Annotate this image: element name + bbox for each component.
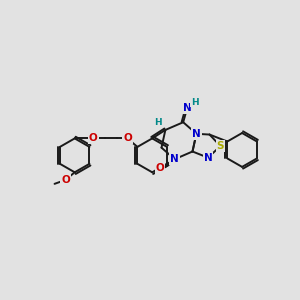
Text: N: N [204, 153, 212, 163]
Text: N: N [192, 129, 201, 139]
Text: H: H [154, 118, 162, 127]
Text: O: O [156, 164, 164, 173]
Text: S: S [217, 141, 224, 151]
Text: N: N [170, 154, 179, 164]
Text: H: H [191, 98, 199, 107]
Text: O: O [61, 175, 70, 185]
Text: N: N [183, 103, 191, 113]
Text: O: O [89, 134, 98, 143]
Text: O: O [123, 134, 132, 143]
